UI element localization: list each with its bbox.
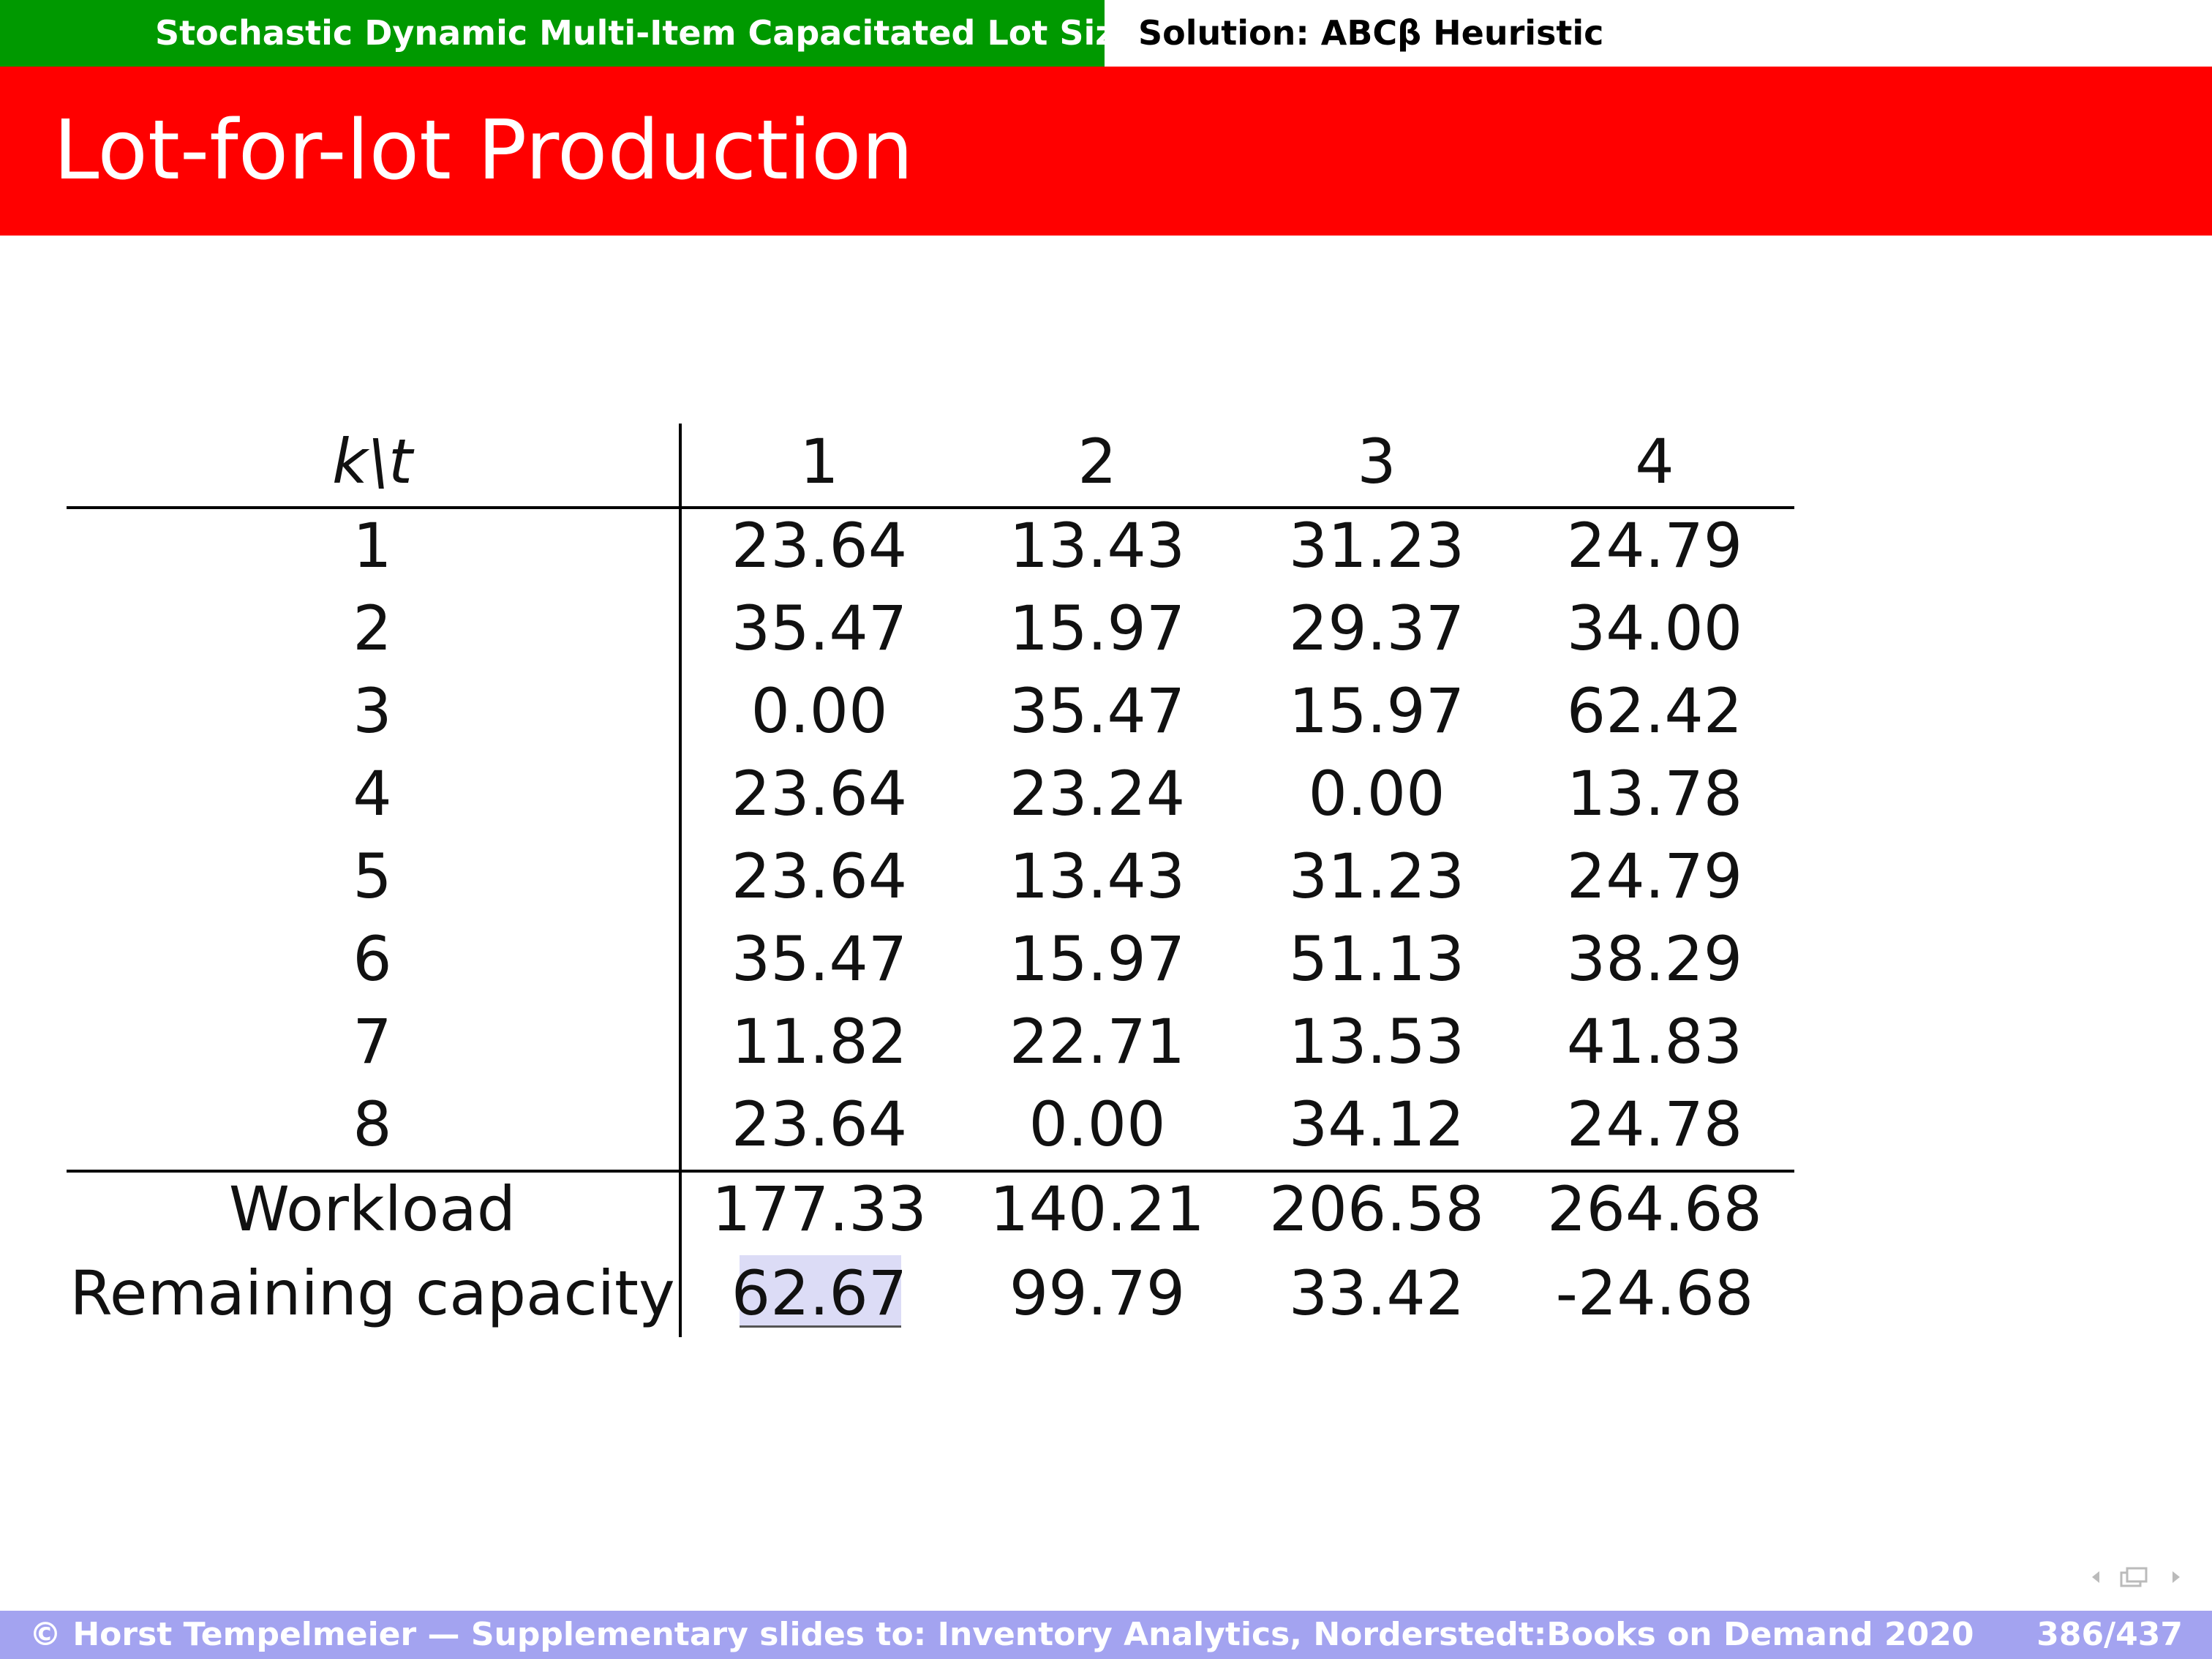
summary-value: 206.58 (1269, 1173, 1484, 1245)
cell-value: 15.97 (1009, 923, 1186, 995)
summary-label: Remaining capacity (69, 1257, 675, 1329)
cell-value: 23.64 (731, 1088, 908, 1160)
row-label: 4 (353, 758, 392, 830)
cell-value: 35.47 (731, 592, 908, 664)
title-bar (0, 67, 2212, 236)
cell-value: 38.29 (1566, 923, 1743, 995)
subsection: Solution: ABCβ Heuristic (1138, 13, 1604, 53)
cell-value: 35.47 (1009, 675, 1186, 747)
cell-value: 11.82 (731, 1006, 908, 1077)
subsection-bar: Solution: ABCβ Heuristic (1105, 0, 2212, 67)
cell-value: 13.43 (1009, 510, 1186, 582)
footer-text: © Horst Tempelmeier — Supplementary slid… (29, 1616, 1974, 1653)
cell-value: 23.64 (731, 840, 908, 912)
cell-value: 0.00 (1308, 758, 1445, 830)
cell-value: 34.00 (1566, 592, 1743, 664)
summary-value: 140.21 (990, 1173, 1205, 1245)
cell-value: 31.23 (1288, 840, 1465, 912)
column-header: 2 (1077, 426, 1117, 497)
cell-value: 0.00 (750, 675, 888, 747)
row-label: 8 (353, 1088, 392, 1160)
cell-value: 29.37 (1288, 592, 1465, 664)
cell-value: 23.64 (731, 758, 908, 830)
cell-value: 13.78 (1566, 758, 1743, 830)
cell-value: 24.78 (1566, 1088, 1743, 1160)
cell-value: 41.83 (1566, 1006, 1743, 1077)
summary-value: 62.67 (731, 1257, 908, 1329)
cell-value: 23.24 (1009, 758, 1186, 830)
table-vline (679, 424, 682, 1337)
summary-value: -24.68 (1555, 1257, 1754, 1329)
row-label: 2 (353, 592, 392, 664)
cell-value: 35.47 (731, 923, 908, 995)
summary-value: 177.33 (712, 1173, 927, 1245)
nav-icons[interactable] (2085, 1562, 2194, 1592)
row-label: 7 (353, 1006, 392, 1077)
cell-value: 34.12 (1288, 1088, 1465, 1160)
cell-value: 62.42 (1566, 675, 1743, 747)
footer: © Horst Tempelmeier — Supplementary slid… (0, 1611, 2212, 1659)
summary-label: Workload (228, 1173, 516, 1245)
cell-value: 24.79 (1566, 510, 1743, 582)
slide-title: Lot-for-lot Production (53, 103, 914, 198)
cell-value: 13.43 (1009, 840, 1186, 912)
highlight (740, 1255, 901, 1328)
column-header: 1 (800, 426, 839, 497)
row-label: 5 (353, 840, 392, 912)
summary-value: 33.42 (1288, 1257, 1465, 1329)
summary-value: 99.79 (1009, 1257, 1186, 1329)
row-label: 6 (353, 923, 392, 995)
cell-value: 13.53 (1288, 1006, 1465, 1077)
cell-value: 22.71 (1009, 1006, 1186, 1077)
column-header: 3 (1357, 426, 1396, 497)
column-header: 4 (1635, 426, 1674, 497)
cell-value: 15.97 (1009, 592, 1186, 664)
cell-value: 23.64 (731, 510, 908, 582)
page-number: 386/437 (2036, 1616, 2183, 1653)
cell-value: 15.97 (1288, 675, 1465, 747)
table-hline (67, 506, 1794, 509)
row-label: 3 (353, 675, 392, 747)
cell-value: 51.13 (1288, 923, 1465, 995)
cell-value: 31.23 (1288, 510, 1465, 582)
table-hline (67, 1170, 1794, 1173)
section: Stochastic Dynamic Multi-Item Capacitate… (155, 13, 1175, 53)
corner-header: k\t (332, 426, 413, 497)
row-label: 1 (353, 510, 392, 582)
section-bar: Stochastic Dynamic Multi-Item Capacitate… (0, 0, 1175, 67)
cell-value: 24.79 (1566, 840, 1743, 912)
cell-value: 0.00 (1028, 1088, 1166, 1160)
summary-value: 264.68 (1547, 1173, 1762, 1245)
